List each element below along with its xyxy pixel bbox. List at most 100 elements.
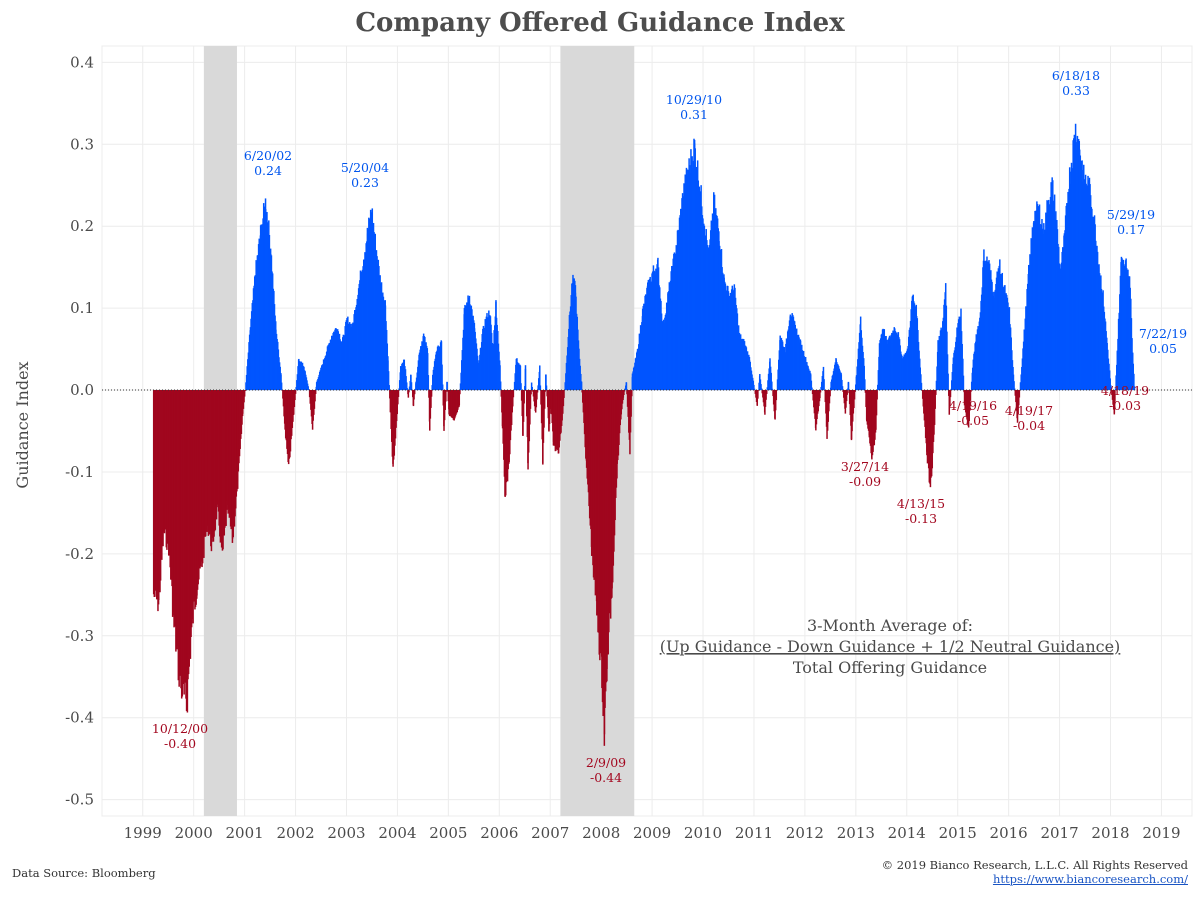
x-tick-label: 2005 [429,824,467,842]
x-tick-label: 2001 [226,824,264,842]
positive-bar [308,389,310,391]
negative-bar [934,390,936,409]
annotation-date: 4/13/15 [897,496,945,511]
negative-bar [775,390,778,401]
positive-bar [388,385,390,391]
website-link[interactable]: https://www.biancoresearch.com/ [992,872,1188,886]
annotation-date: 4/19/16 [949,398,997,413]
negative-bar [819,390,822,393]
y-tick-label: -0.2 [65,545,94,563]
positive-bar [280,374,282,391]
positive-bar [753,388,756,391]
negative-bar [1114,390,1116,402]
x-tick-label: 1999 [124,824,162,842]
x-axis-ticks: 1999 2000 2001 2002 2003 2004 2005 2006 2007 2008… [124,824,1181,842]
y-axis-label: Guidance Index [13,361,32,488]
negative-bar [1018,390,1020,406]
negative-bar [765,390,767,400]
negative-bar [970,390,972,392]
positive-bar [1109,378,1111,391]
data-area [152,123,1136,746]
negative-bar [562,390,565,407]
negative-bar [631,390,633,397]
positive-bar [847,382,850,391]
negative-bar [536,390,538,400]
positive-bar [426,353,429,391]
y-tick-label: 0.3 [70,135,94,153]
negative-bar [543,390,545,428]
annotation-value: 0.05 [1149,341,1177,356]
positive-bar [519,365,522,391]
positive-bar [760,384,762,391]
positive-bar [841,386,844,391]
negative-bar [413,390,416,395]
positive-bar [947,373,949,391]
positive-bar [524,365,527,391]
annotation-value: -0.03 [1109,398,1141,413]
positive-bar [760,388,763,391]
positive-bar [441,384,444,391]
positive-bar [539,385,542,391]
annotation-date: 7/22/19 [1139,326,1187,341]
annotation-date: 4/19/17 [1005,403,1053,418]
negative-bar [935,390,937,395]
x-tick-label: 2012 [786,824,824,842]
positive-bar [1013,381,1015,391]
positive-bar [822,366,825,391]
annotation-value: 0.33 [1062,83,1090,98]
positive-bar [410,382,413,391]
y-tick-label: 0.2 [70,217,94,235]
negative-bar [445,390,447,402]
negative-bar [845,390,848,402]
x-tick-label: 2008 [582,824,620,842]
negative-bar [969,390,972,401]
annotation-value: -0.44 [590,770,622,785]
negative-bar [512,390,514,407]
copyright-text: © 2019 Bianco Research, L.L.C. All Right… [881,858,1188,872]
positive-bar [962,375,965,391]
negative-bar [949,390,952,398]
annotation-date: 6/18/18 [1052,68,1100,83]
x-tick-label: 2006 [480,824,518,842]
annotation-value: 0.23 [351,175,379,190]
annotation-value: 0.24 [254,163,282,178]
annotation-date: 6/20/02 [244,148,292,163]
positive-bar [307,386,309,391]
negative-bar [397,390,400,397]
annotation-date: 5/29/19 [1107,207,1155,222]
x-tick-label: 2004 [378,824,416,842]
positive-bar [499,381,502,391]
x-tick-label: 2010 [684,824,722,842]
x-tick-label: 2013 [837,824,875,842]
formula-line-1: 3-Month Average of: [807,616,973,635]
annotation-date: 4/18/19 [1101,383,1149,398]
negative-bar [430,390,432,408]
negative-bar [522,390,525,422]
annotations: 10/12/00-0.40 6/20/020.24 5/20/040.23 2/9/0… [152,68,1187,785]
negative-bar [512,390,515,398]
positive-bar [753,384,755,391]
y-tick-label: -0.3 [65,627,94,645]
plot-border [101,45,1193,817]
y-axis-ticks: 0.4 0.3 0.2 0.1 0.0 -0.1 -0.2 -0.3 -0.4 -0.5 [65,53,94,808]
x-tick-label: 2009 [633,824,671,842]
x-tick-label: 2016 [990,824,1028,842]
positive-bar [520,383,522,391]
x-tick-label: 2007 [531,824,569,842]
negative-bar [544,390,547,392]
negative-bar [413,390,415,400]
negative-bar [1018,390,1021,398]
negative-bar [949,390,951,406]
negative-bar [828,390,831,404]
positive-bar [810,380,813,391]
annotation-value: -0.13 [905,511,937,526]
negative-bar [1113,390,1116,414]
negative-bar [314,390,317,394]
y-tick-label: -0.4 [65,709,94,727]
x-tick-label: 2015 [939,824,977,842]
negative-bar [445,390,448,392]
formula-line-2: (Up Guidance - Down Guidance + 1/2 Neutr… [660,637,1121,656]
positive-bar [427,375,430,391]
annotation-value: -0.04 [1013,418,1045,433]
negative-bar [757,390,759,399]
